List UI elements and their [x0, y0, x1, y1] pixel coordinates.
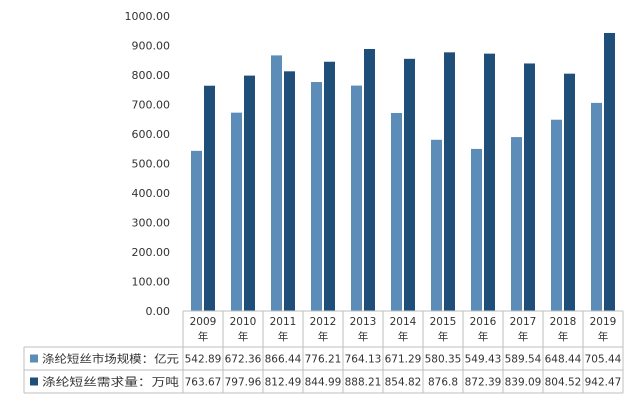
bar-series-2	[604, 32, 615, 312]
bar-series-2	[524, 63, 535, 312]
x-tick-year: 2014	[390, 316, 417, 328]
data-label-series-1: 542.89	[185, 354, 222, 366]
bar-series-1	[231, 112, 242, 311]
data-label-series-2: 797.96	[225, 377, 262, 389]
x-tick-year: 2018	[550, 316, 577, 328]
bar-series-2	[364, 48, 375, 311]
data-label-series-1: 671.29	[385, 354, 422, 366]
x-tick-year: 2019	[590, 316, 617, 328]
x-tick-suffix: 年	[558, 330, 569, 343]
bar-series-1	[431, 139, 442, 311]
data-label-series-2: 888.21	[345, 377, 382, 389]
data-label-series-1: 672.36	[225, 354, 262, 366]
x-tick-suffix: 年	[518, 330, 529, 343]
y-tick-label: 500.00	[132, 158, 171, 171]
y-tick-label: 800.00	[132, 69, 171, 82]
bar-series-1	[511, 137, 522, 311]
bar-series-1	[351, 85, 362, 311]
data-label-series-2: 763.67	[185, 377, 222, 389]
data-label-series-2: 854.82	[385, 377, 422, 389]
bar-series-2	[444, 52, 455, 312]
data-label-series-2: 942.47	[585, 377, 622, 389]
y-tick-label: 700.00	[132, 99, 171, 112]
bars	[191, 32, 615, 312]
legend-label-series-2: 涤纶短丝需求量：万吨	[42, 375, 179, 389]
y-tick-label: 0.00	[146, 305, 171, 318]
y-tick-label: 300.00	[132, 217, 171, 230]
bar-series-2	[244, 75, 255, 311]
data-label-series-1: 580.35	[425, 354, 462, 366]
x-tick-year: 2017	[510, 316, 537, 328]
bar-series-1	[311, 82, 322, 311]
bar-series-2	[404, 58, 415, 312]
legend-key-series-2	[30, 377, 38, 386]
y-tick-label: 1000.00	[125, 10, 171, 23]
data-label-series-1: 549.43	[465, 354, 502, 366]
data-label-series-1: 589.54	[505, 354, 542, 366]
y-axis: 0.00 100.00 200.00 300.00 400.00 500.00 600.00…	[125, 10, 171, 318]
bar-series-1	[591, 102, 602, 311]
x-tick-suffix: 年	[398, 330, 409, 343]
x-tick-suffix: 年	[358, 330, 369, 343]
data-label-series-1: 764.13	[345, 354, 382, 366]
bar-series-1	[551, 119, 562, 311]
data-label-series-2: 839.09	[505, 377, 542, 389]
x-tick-suffix: 年	[198, 330, 209, 343]
data-label-series-2: 844.99	[305, 377, 342, 389]
data-label-series-2: 872.39	[465, 377, 502, 389]
bar-series-2	[324, 61, 335, 311]
x-tick-year: 2015	[430, 316, 457, 328]
data-label-series-2: 876.8	[428, 377, 458, 389]
x-tick-year: 2012	[310, 316, 337, 328]
bar-series-1	[391, 112, 402, 311]
y-tick-label: 900.00	[132, 40, 171, 53]
data-label-series-1: 866.44	[265, 354, 302, 366]
x-tick-year: 2009	[190, 316, 217, 328]
x-tick-suffix: 年	[238, 330, 249, 343]
data-label-series-1: 648.44	[545, 354, 582, 366]
bar-series-2	[204, 85, 215, 311]
bar-series-2	[484, 53, 495, 311]
x-tick-suffix: 年	[598, 330, 609, 343]
x-tick-suffix: 年	[318, 330, 329, 343]
bar-series-1	[271, 55, 282, 311]
bar-series-1	[191, 150, 202, 311]
data-label-series-2: 804.52	[545, 377, 582, 389]
x-tick-suffix: 年	[278, 330, 289, 343]
legend-label-series-1: 涤纶短丝市场规模：亿元	[42, 352, 179, 366]
legend-key-series-1	[30, 354, 38, 363]
y-tick-label: 400.00	[132, 187, 171, 200]
x-tick-year: 2010	[230, 316, 257, 328]
x-tick-year: 2011	[270, 316, 297, 328]
data-table: 2009 年 2010 年 2011 年 2012 年 2013 年 2014 年 2015 年 2016 年…	[23, 310, 624, 394]
data-label-series-2: 812.49	[265, 377, 302, 389]
bar-series-2	[284, 71, 295, 311]
y-tick-label: 100.00	[132, 276, 171, 289]
x-tick-suffix: 年	[478, 330, 489, 343]
x-tick-year: 2013	[350, 316, 377, 328]
data-label-series-1: 705.44	[585, 354, 622, 366]
y-tick-label: 200.00	[132, 246, 171, 259]
x-tick-year: 2016	[470, 316, 497, 328]
bar-series-1	[471, 148, 482, 311]
y-tick-label: 600.00	[132, 128, 171, 141]
data-label-series-1: 776.21	[305, 354, 342, 366]
bar-series-2	[564, 73, 575, 312]
x-tick-suffix: 年	[438, 330, 449, 343]
